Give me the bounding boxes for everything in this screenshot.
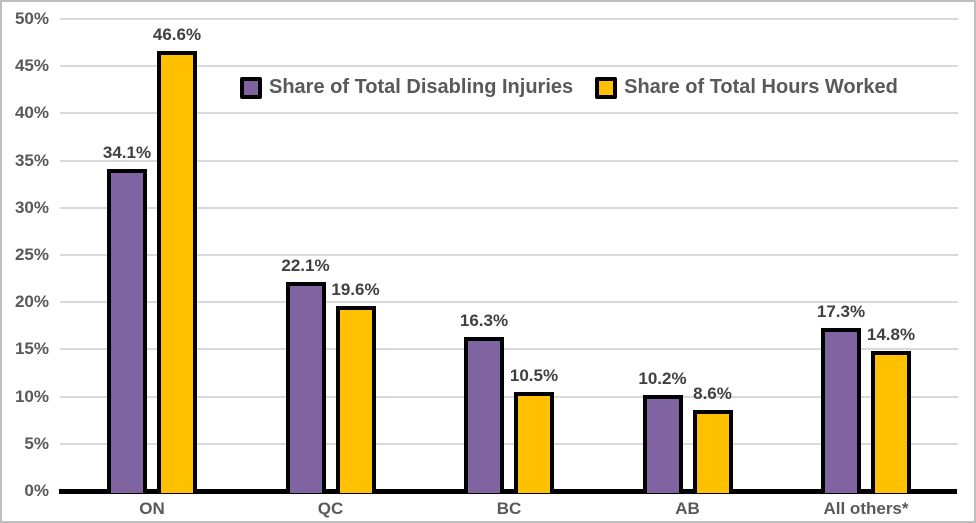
x-tick-label-AB: AB [675,499,700,518]
bar-ON-series-1 [157,51,197,493]
gridline-15% [60,348,958,351]
gridline-10% [60,395,958,398]
data-label-ON-series-0: 34.1% [102,143,152,163]
data-label-ON-series-1: 46.6% [152,25,202,45]
data-label-QC-series-1: 19.6% [331,279,380,299]
bar-All others*-series-0 [821,327,861,493]
x-tick-label-All others*: All others* [823,499,909,518]
bar-AB-series-1 [692,409,733,493]
legend-item-1: Share of Total Hours Worked [595,76,898,99]
bar-QC-series-1 [335,305,376,493]
y-tick-label-0%: 0% [24,481,49,500]
data-label-AB-series-0: 10.2% [638,368,687,388]
legend-label: Share of Total Hours Worked [624,76,898,98]
data-label-All others*-series-1: 14.8% [866,325,916,345]
data-label-BC-series-1: 10.5% [509,365,559,385]
gridline-35% [60,159,958,162]
y-tick-label-20%: 20% [14,292,49,312]
y-tick-label-5%: 5% [24,433,49,453]
bar-BC-series-1 [514,391,554,493]
x-axis-line [59,489,957,494]
legend-marker-icon [240,76,262,99]
data-label-QC-series-0: 22.1% [281,256,330,276]
y-tick-label-30%: 30% [14,197,49,217]
data-label-AB-series-1: 8.6% [693,383,732,403]
bar-AB-series-0 [642,394,683,493]
y-tick-label-50%: 50% [14,9,49,28]
gridline-40% [60,112,958,115]
legend-label: Share of Total Disabling Injuries [269,76,574,98]
gridline-20% [60,301,958,304]
legend-marker-icon [595,76,618,99]
bar-ON-series-0 [107,169,147,493]
bar-All others*-series-1 [871,351,911,493]
y-tick-label-45%: 45% [14,56,49,76]
bar-QC-series-0 [285,282,326,493]
y-tick-label-40%: 40% [14,103,49,123]
data-label-BC-series-0: 16.3% [459,311,509,331]
gridline-25% [60,254,958,256]
y-tick-label-35%: 35% [14,150,49,170]
bar-BC-series-0 [464,337,504,493]
gridline-45% [60,65,958,68]
y-tick-label-25%: 25% [14,245,49,264]
x-tick-label-QC: QC [317,499,344,518]
legend-item-0: Share of Total Disabling Injuries [240,76,573,99]
x-tick-label-ON: ON [139,499,165,518]
gridline-50% [60,18,958,20]
legend: Share of Total Disabling Injuries Share o… [240,76,898,99]
data-label-All others*-series-0: 17.3% [816,301,866,321]
x-tick-label-BC: BC [496,499,522,518]
gridline-30% [60,206,958,209]
gridline-5% [60,442,958,445]
y-tick-label-10%: 10% [14,386,49,406]
y-tick-label-15%: 15% [14,339,49,359]
